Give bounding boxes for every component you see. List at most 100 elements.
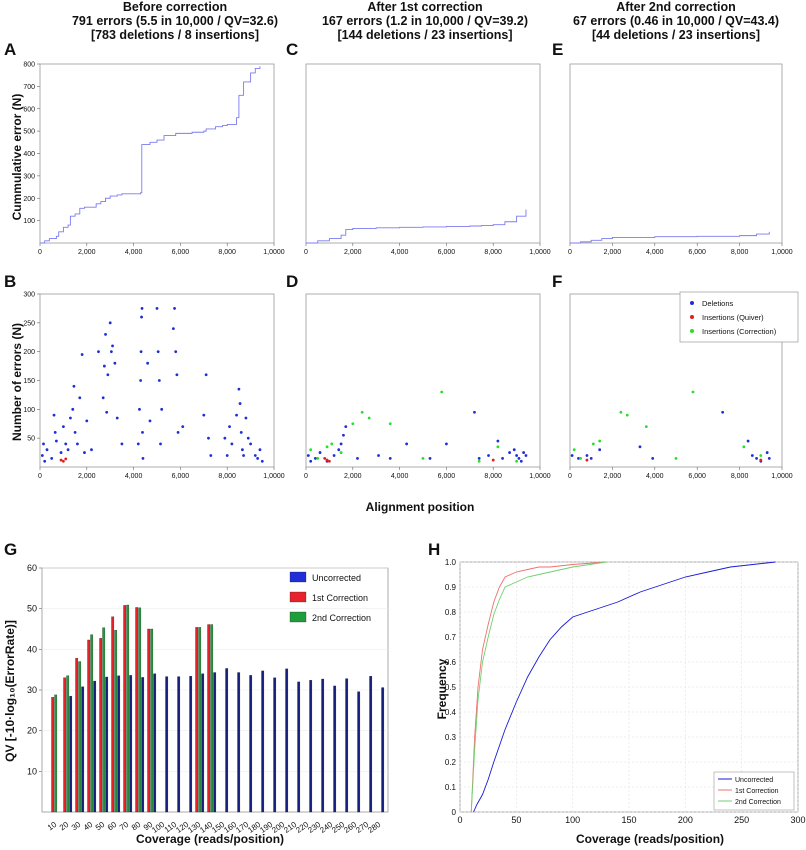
g-bar-s0-2 <box>81 686 85 813</box>
g-y-tick-label-0: 10 <box>27 766 37 776</box>
g-legend-label-1: 1st Correction <box>312 593 368 603</box>
x-tick-label-B-4: 8,000 <box>218 473 236 480</box>
g-x-axis-label: Coverage (reads/position) <box>135 832 285 846</box>
point-b-s0-11 <box>66 448 70 452</box>
h-y-tick-label-9: 0.9 <box>445 583 457 592</box>
point-b-s0-33 <box>120 442 124 446</box>
panel-label-d: D <box>286 272 299 291</box>
h-y-tick-label-1: 0.1 <box>445 783 457 792</box>
g-y-tick-label-4: 50 <box>27 604 37 614</box>
x-tick-label-F-0: 0 <box>568 473 572 480</box>
point-d-s0-15 <box>445 442 448 446</box>
point-b-s0-42 <box>146 361 150 365</box>
g-bar-s0-16 <box>249 675 253 813</box>
g-bar-s2-13 <box>210 624 214 813</box>
h-x-tick-label-5: 250 <box>734 815 749 825</box>
point-b-s0-37 <box>139 350 143 354</box>
legend-errors-box <box>679 291 799 343</box>
point-b-s0-69 <box>244 416 248 420</box>
g-bar-s0-15 <box>237 672 241 813</box>
g-y-tick-label-2: 30 <box>27 685 37 695</box>
point-d-s0-19 <box>496 439 500 443</box>
x-tick-label-A-5: 1,0000 <box>263 249 285 256</box>
x-tick-label-F-5: 1,0000 <box>771 473 793 480</box>
header-before-line3: [783 deletions / 8 insertions] <box>90 28 260 42</box>
g-bar-s1-6 <box>123 605 127 813</box>
y-tick-label-A-1: 200 <box>23 196 35 203</box>
header-after-2nd: After 2nd correction 67 errors (0.46 in … <box>548 0 804 42</box>
point-b-s0-24 <box>102 364 106 368</box>
header-before-line2: 791 errors (5.5 in 10,000 / QV=32.6) <box>71 14 279 28</box>
point-d-s0-13 <box>405 442 409 446</box>
h-x-tick-label-3: 150 <box>621 815 636 825</box>
h-x-axis-label: Coverage (reads/position) <box>575 832 725 846</box>
legend-label-2: Insertions (Correction) <box>702 327 777 336</box>
header-2nd-line1: After 2nd correction <box>616 0 736 14</box>
point-b-s0-43 <box>148 419 152 423</box>
x-tick-label-F-3: 6,000 <box>688 473 706 480</box>
y-tick-label-A-5: 600 <box>23 106 35 113</box>
point-f-s0-9 <box>750 454 754 457</box>
g-bar-s2-5 <box>114 630 118 813</box>
point-d-s0-27 <box>524 454 528 457</box>
point-b-s0-73 <box>256 456 260 460</box>
point-d-s0-16 <box>473 410 476 414</box>
x-tick-label-E-4: 8,000 <box>731 249 749 256</box>
point-b-s0-48 <box>160 407 164 411</box>
h-legend-label-2: 2nd Correction <box>735 799 781 806</box>
point-f-s2-2 <box>591 442 595 446</box>
x-tick-label-A-3: 6,000 <box>172 249 190 256</box>
y-tick-label-B-5: 300 <box>23 292 35 299</box>
g-bar-s0-21 <box>309 680 313 813</box>
point-b-s0-50 <box>173 307 176 310</box>
point-b-s0-12 <box>69 416 72 420</box>
panel-e-frame <box>569 63 783 244</box>
x-tick-label-E-5: 1,0000 <box>771 249 793 256</box>
point-b-s0-13 <box>71 407 75 411</box>
g-x-tick-label-4: 50 <box>94 820 107 833</box>
point-b-s0-18 <box>80 353 84 356</box>
point-d-s0-14 <box>428 456 432 460</box>
point-b-s0-34 <box>136 442 140 446</box>
legend-label-1: Insertions (Quiver) <box>702 313 764 322</box>
point-f-s2-8 <box>691 390 695 394</box>
g-bar-s1-1 <box>63 677 67 813</box>
point-d-s0-2 <box>313 456 317 460</box>
g-x-tick-label-2: 30 <box>70 820 83 833</box>
point-d-s2-10 <box>440 390 444 394</box>
x-tick-label-D-0: 0 <box>304 473 308 480</box>
cumulative-line-c <box>306 209 527 244</box>
header-2nd-line2: 67 errors (0.46 in 10,000 / QV=43.4) <box>572 14 780 28</box>
g-bar-s0-24 <box>345 678 349 813</box>
point-d-s2-7 <box>367 416 371 420</box>
g-bar-s0-27 <box>381 687 385 813</box>
shared-x-axis-label: Alignment position <box>365 500 475 514</box>
point-b-s0-25 <box>104 332 107 336</box>
point-f-s0-5 <box>638 445 642 449</box>
g-bar-s1-5 <box>111 616 115 813</box>
h-y-tick-label-4: 0.4 <box>445 708 457 717</box>
x-tick-label-E-3: 6,000 <box>688 249 706 256</box>
y-tick-label-B-0: 50 <box>27 436 35 443</box>
g-x-tick-label-27: 280 <box>366 820 383 835</box>
point-d-s2-8 <box>388 422 392 426</box>
h-legend-label-1: 1st Correction <box>735 788 779 795</box>
point-b-s0-56 <box>204 373 208 377</box>
point-b-s0-53 <box>176 431 180 434</box>
h-y-tick-label-3: 0.3 <box>445 733 457 742</box>
h-x-tick-label-2: 100 <box>565 815 580 825</box>
g-legend-label-2: 2nd Correction <box>312 613 371 623</box>
h-y-tick-label-2: 0.2 <box>445 758 457 767</box>
h-x-tick-label-0: 0 <box>457 815 462 825</box>
point-b-s0-70 <box>246 436 250 440</box>
x-tick-label-E-2: 4,000 <box>646 249 664 256</box>
g-bar-s2-7 <box>138 607 142 813</box>
h-y-tick-label-0: 0 <box>452 808 457 817</box>
point-b-s1-0 <box>59 458 63 462</box>
y-tick-label-A-2: 300 <box>23 173 35 180</box>
g-y-tick-label-3: 40 <box>27 644 37 654</box>
x-tick-label-D-5: 1,0000 <box>529 473 551 480</box>
x-tick-label-B-0: 0 <box>38 473 42 480</box>
g-x-tick-label-3: 40 <box>82 820 95 833</box>
legend-marker-1 <box>690 315 694 319</box>
